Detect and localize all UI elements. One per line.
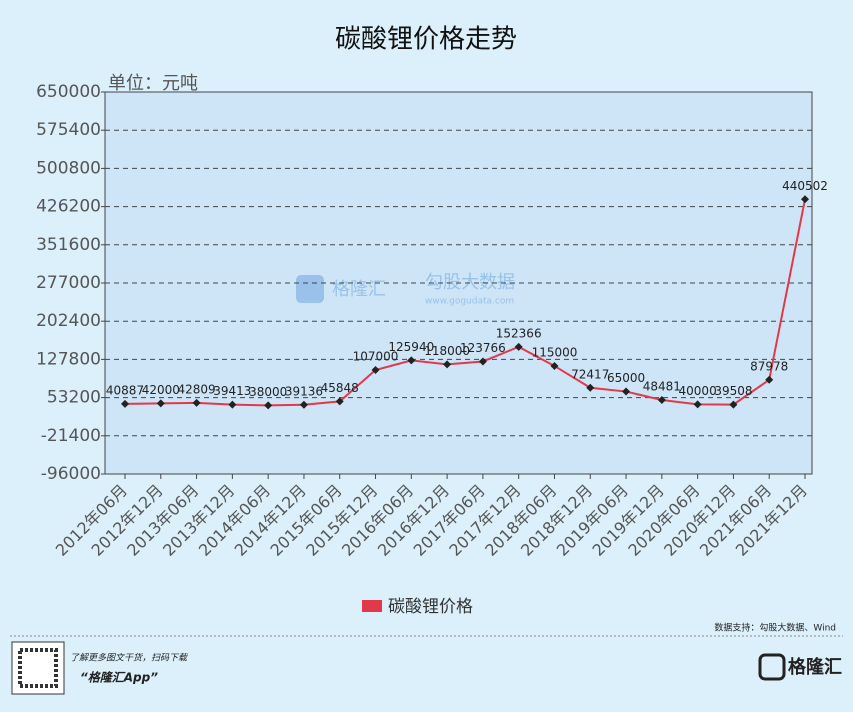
data-point <box>657 396 666 405</box>
chart-title: 碳酸锂价格走势 <box>335 25 517 55</box>
footer-logo: 格隆汇 <box>788 656 842 678</box>
data-label: 39413 <box>213 384 251 398</box>
data-label: 107000 <box>353 350 399 364</box>
data-point <box>443 360 452 369</box>
unit-label: 单位：元吨 <box>108 73 198 94</box>
data-line <box>124 199 806 407</box>
data-point <box>586 383 595 392</box>
data-label: 45848 <box>321 381 359 395</box>
data-label: 48481 <box>643 380 681 394</box>
data-label: 123766 <box>460 341 506 355</box>
data-point <box>729 400 738 409</box>
data-point <box>264 401 273 410</box>
data-label: 125940 <box>388 340 434 354</box>
legend-swatch <box>362 600 382 612</box>
y-tick-label: 202400 <box>36 311 101 331</box>
source: 数据支持：勾股大数据、Wind <box>714 622 836 634</box>
watermark-brand: 格隆汇 <box>332 279 386 300</box>
data-label: 118000 <box>424 344 470 358</box>
data-label: 39136 <box>285 384 323 398</box>
y-tick-label: 426200 <box>36 197 101 217</box>
data-point <box>371 366 380 375</box>
data-point <box>299 400 308 409</box>
data-point <box>156 399 165 408</box>
footer-logo-icon <box>758 653 786 681</box>
data-point <box>693 400 702 409</box>
data-label: 39508 <box>714 384 752 398</box>
y-tick-label: -21400 <box>41 426 101 446</box>
data-label: 38000 <box>249 385 287 399</box>
legend-label: 碳酸锂价格 <box>388 597 473 617</box>
data-label: 42809 <box>177 382 215 396</box>
data-point <box>407 356 416 365</box>
data-point <box>228 400 237 409</box>
data-point <box>192 398 201 407</box>
data-label: 440502 <box>782 179 828 193</box>
y-tick-label: 53200 <box>47 388 101 408</box>
footer-tagline: 了解更多图文干货，扫码下载 <box>70 653 188 664</box>
y-tick-label: 575400 <box>36 120 101 140</box>
y-tick-label: 127800 <box>36 349 101 369</box>
data-label: 40887 <box>106 383 144 397</box>
data-point <box>121 399 129 408</box>
watermark-url: www.gogudata.com <box>425 297 514 307</box>
qr-pattern <box>18 648 58 688</box>
data-point <box>514 342 523 351</box>
data-label: 42000 <box>142 383 180 397</box>
y-tick-label: 500800 <box>36 158 101 178</box>
footer-app: “格隆汇App” <box>80 671 158 685</box>
data-point <box>801 195 809 204</box>
data-point <box>478 357 487 366</box>
data-label: 115000 <box>532 345 578 359</box>
data-label: 65000 <box>607 371 645 385</box>
data-point <box>335 397 344 406</box>
data-label: 40000 <box>679 384 717 398</box>
data-label: 72417 <box>571 367 609 381</box>
y-tick-label: 650000 <box>36 82 101 102</box>
y-tick-label: 351600 <box>36 235 101 255</box>
data-point <box>550 361 559 370</box>
data-label: 152366 <box>496 326 542 340</box>
data-point <box>622 387 631 396</box>
y-tick-label: -96000 <box>41 464 101 484</box>
y-tick-label: 277000 <box>36 273 101 293</box>
data-point <box>765 375 774 384</box>
watermark-logo <box>296 275 324 303</box>
data-label: 87978 <box>750 359 788 373</box>
